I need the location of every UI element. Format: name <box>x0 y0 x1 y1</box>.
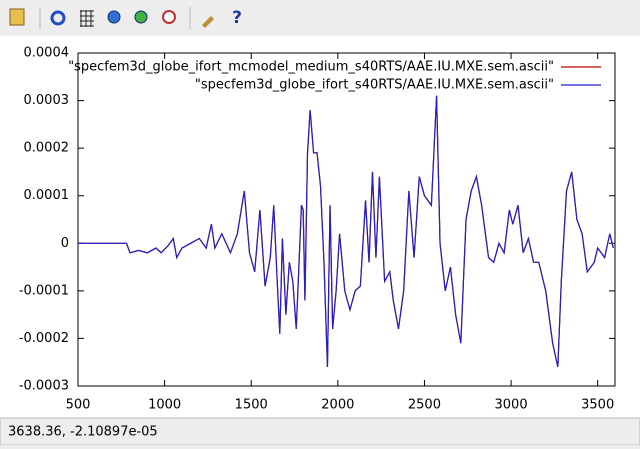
copy-icon[interactable] <box>9 8 25 26</box>
x-tick-label: 2000 <box>321 398 354 413</box>
x-tick-label: 1500 <box>235 398 268 413</box>
y-tick-label: 0.0002 <box>24 141 70 156</box>
toolbar-icons: ? <box>9 7 242 29</box>
replot-icon[interactable] <box>50 10 66 26</box>
plot-frame <box>77 52 616 387</box>
zoom-next-icon[interactable] <box>134 10 148 24</box>
grid-icon[interactable] <box>80 10 94 27</box>
y-tick-label: -0.0003 <box>19 379 69 394</box>
autoscale-icon[interactable] <box>162 10 176 24</box>
y-tick-label: 0.0001 <box>24 188 70 203</box>
y-tick-label: 0 <box>61 236 69 251</box>
zoom-prev-icon[interactable] <box>107 10 121 24</box>
x-tick-label: 2500 <box>408 398 441 413</box>
help-icon[interactable]: ? <box>232 8 242 28</box>
x-tick-label: 500 <box>66 398 91 413</box>
status-bar <box>0 417 640 446</box>
y-tick-label: -0.0002 <box>19 331 69 346</box>
series-line <box>78 95 614 368</box>
legend-label: "specfem3d_globe_ifort_s40RTS/AAE.IU.MXE… <box>195 78 554 93</box>
y-tick-label: -0.0001 <box>19 283 69 298</box>
y-tick-label: 0.0003 <box>24 93 70 108</box>
plot-canvas <box>0 36 640 418</box>
x-tick-label: 3000 <box>495 398 528 413</box>
status-text: 3638.36, -2.10897e-05 <box>8 425 158 440</box>
config-icon[interactable] <box>202 16 214 28</box>
toolbar <box>0 0 640 36</box>
legend-label: "specfem3d_globe_ifort_mcmodel_medium_s4… <box>68 60 554 75</box>
x-tick-label: 1000 <box>148 398 181 413</box>
y-tick-label: 0.0004 <box>24 46 70 61</box>
x-tick-label: 3500 <box>581 398 614 413</box>
